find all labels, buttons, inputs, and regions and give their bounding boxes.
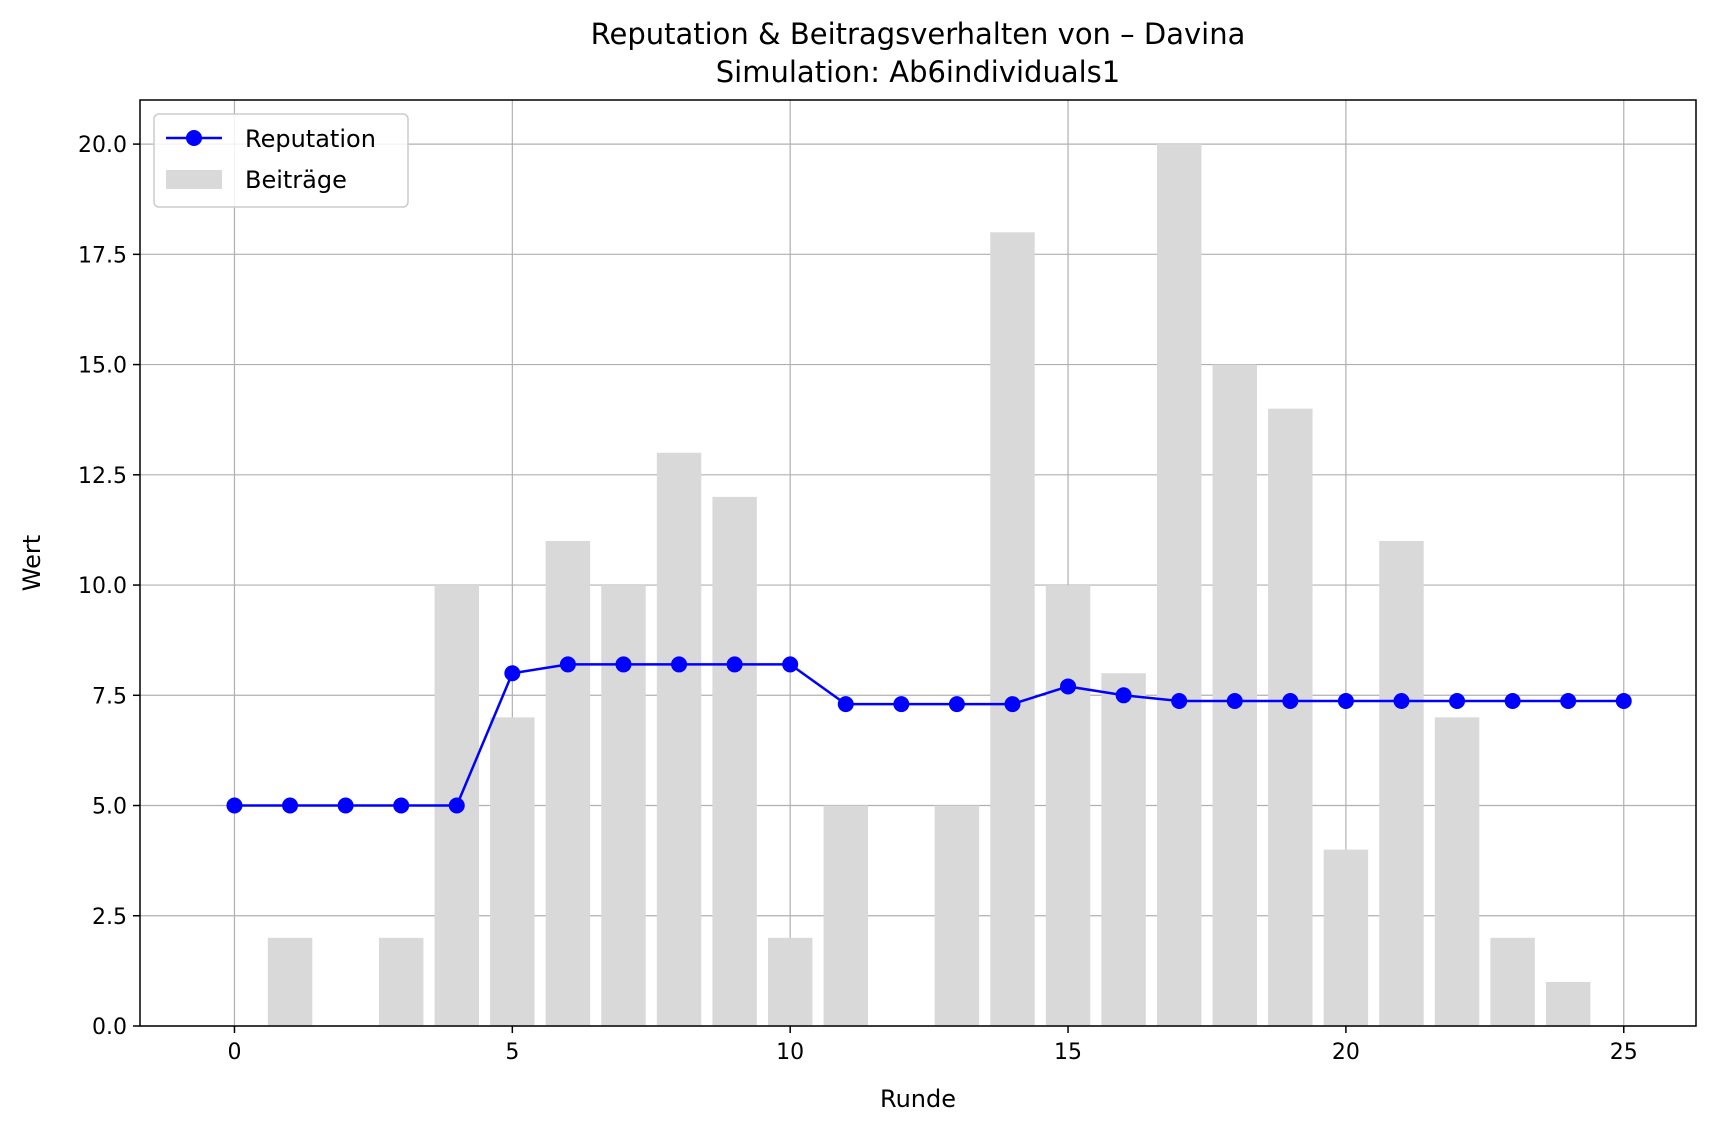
- reputation-point: [948, 696, 965, 713]
- bar: [490, 717, 535, 1026]
- y-axis-label: Wert: [18, 535, 46, 591]
- bar: [1323, 849, 1369, 1026]
- bar: [767, 937, 813, 1026]
- reputation-point: [837, 696, 854, 713]
- legend-beitraege-swatch: [166, 170, 222, 189]
- reputation-point: [504, 665, 521, 682]
- reputation-point: [1282, 693, 1299, 710]
- bar: [1379, 540, 1424, 1026]
- reputation-point: [448, 797, 465, 814]
- bar: [1156, 144, 1202, 1027]
- y-tick-label: 20.0: [78, 133, 127, 158]
- bar: [1045, 585, 1091, 1026]
- bar: [1490, 937, 1535, 1026]
- reputation-point: [726, 656, 743, 673]
- plot-frame: [139, 99, 1697, 1027]
- bar: [1434, 717, 1480, 1026]
- bar: [712, 496, 757, 1026]
- reputation-point: [1337, 693, 1354, 710]
- reputation-point: [1171, 693, 1188, 710]
- bar: [378, 937, 424, 1026]
- bar: [934, 805, 980, 1026]
- reputation-point: [226, 797, 243, 814]
- y-tick-label: 5.0: [92, 795, 127, 820]
- x-tick-label: 5: [505, 1040, 519, 1065]
- bar: [1545, 981, 1591, 1026]
- x-axis-label: Runde: [880, 1085, 956, 1113]
- y-tick-label: 2.5: [92, 905, 127, 930]
- reputation-point: [615, 656, 632, 673]
- legend-reputation-label: Reputation: [245, 125, 376, 153]
- y-tick-label: 12.5: [78, 464, 127, 489]
- reputation-point: [393, 797, 410, 814]
- line-series: [226, 656, 1632, 814]
- reputation-point: [1449, 693, 1466, 710]
- reputation-point: [1004, 696, 1021, 713]
- x-tick-label: 15: [1054, 1040, 1082, 1065]
- bar: [656, 452, 702, 1026]
- reputation-line: [234, 663, 1624, 807]
- reputation-point: [893, 696, 910, 713]
- bar: [990, 232, 1035, 1027]
- bar: [545, 540, 591, 1026]
- reputation-point: [1226, 693, 1243, 710]
- reputation-point: [1060, 678, 1077, 695]
- reputation-point: [337, 797, 354, 814]
- x-tick-label: 20: [1332, 1040, 1360, 1065]
- reputation-point: [559, 656, 576, 673]
- reputation-point: [1115, 687, 1132, 704]
- x-tick-label: 10: [776, 1040, 804, 1065]
- bar: [601, 585, 646, 1026]
- bar: [1101, 673, 1146, 1026]
- bar: [823, 805, 868, 1026]
- legend: Reputation Beiträge: [153, 113, 409, 208]
- legend-beitraege-label: Beiträge: [245, 166, 347, 194]
- y-axis: 0.0 2.5 5.0 7.5 10.0 12.5 15.0 17.5 20.0: [78, 133, 140, 1040]
- y-tick-label: 15.0: [78, 354, 127, 379]
- reputation-point: [1615, 693, 1632, 710]
- bar: [1268, 408, 1313, 1027]
- y-tick-label: 17.5: [78, 243, 127, 268]
- legend-reputation-marker: [186, 130, 202, 146]
- x-tick-label: 0: [227, 1040, 241, 1065]
- reputation-point: [1560, 693, 1577, 710]
- x-axis: 0 5 10 15 20 25: [227, 1026, 1638, 1065]
- reputation-point: [282, 797, 299, 814]
- x-tick-label: 25: [1610, 1040, 1638, 1065]
- y-tick-label: 7.5: [92, 684, 127, 709]
- reputation-point: [1504, 693, 1521, 710]
- reputation-point: [671, 656, 688, 673]
- bar: [267, 937, 313, 1026]
- reputation-point: [1393, 693, 1410, 710]
- chart-title: Reputation & Beitragsverhalten von – Dav…: [591, 17, 1246, 51]
- chart-subtitle: Simulation: Ab6individuals1: [716, 55, 1120, 89]
- reputation-point: [782, 656, 799, 673]
- y-tick-label: 0.0: [92, 1015, 127, 1040]
- y-tick-label: 10.0: [78, 574, 127, 599]
